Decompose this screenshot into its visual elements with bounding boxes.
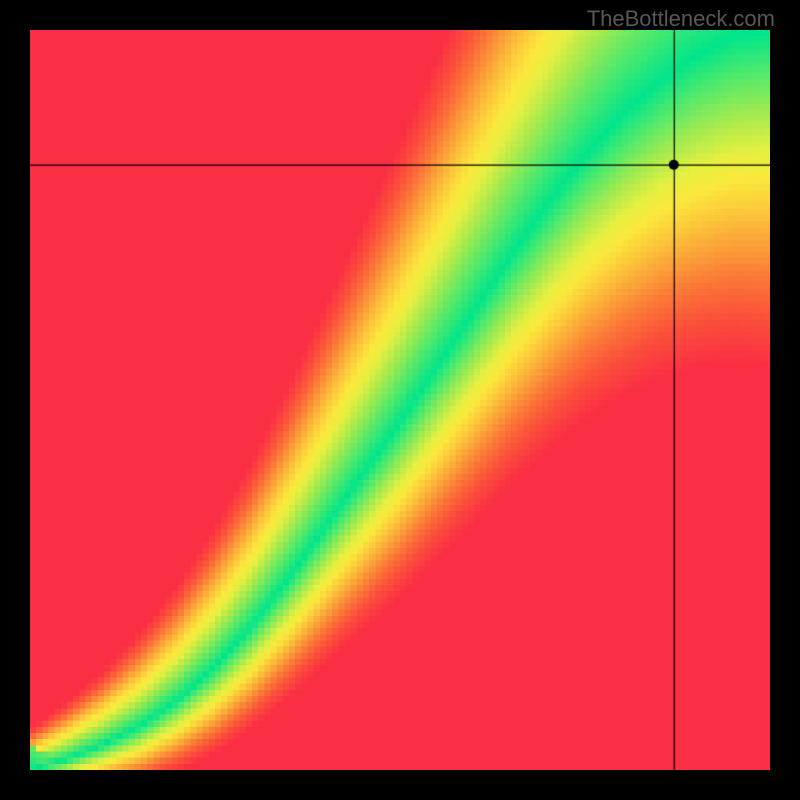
watermark-text: TheBottleneck.com xyxy=(587,6,775,32)
crosshair-overlay xyxy=(0,0,800,800)
chart-container: TheBottleneck.com xyxy=(0,0,800,800)
